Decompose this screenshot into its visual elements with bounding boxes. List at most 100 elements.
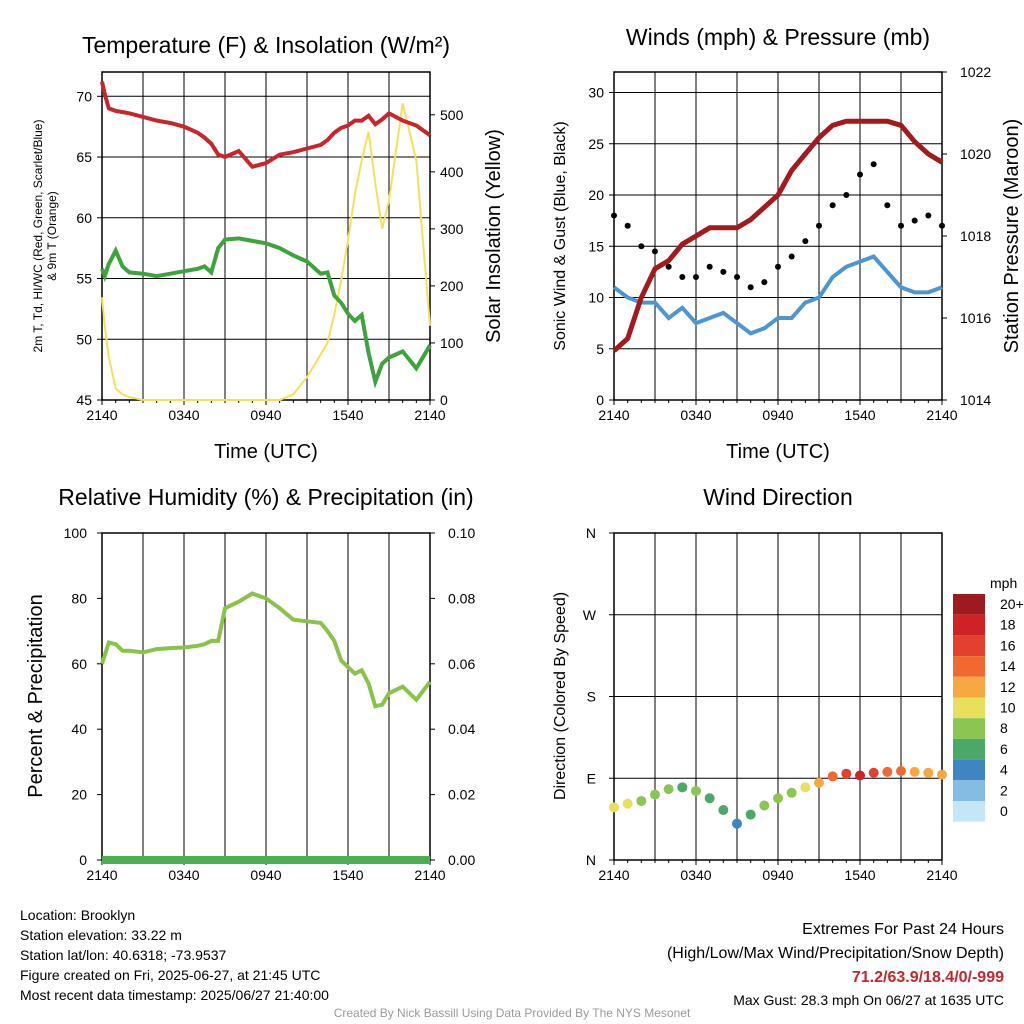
y-right-tick-label: 0.02 <box>448 787 475 803</box>
gust-point <box>884 202 891 209</box>
temperature-series <box>100 81 432 170</box>
y-tick-label: N <box>586 525 596 541</box>
y-axis-label: 2m T, Td, HI/WC (Red, Green, Scarlet/Blu… <box>31 120 45 353</box>
gust-point <box>747 284 754 291</box>
legend-label: 8 <box>1000 720 1008 736</box>
legend-swatch <box>953 635 985 657</box>
y-tick-label: 65 <box>76 149 92 165</box>
y-tick-label: 25 <box>588 136 604 152</box>
x-tick-label: 0340 <box>168 867 199 883</box>
insolation-series <box>101 103 431 401</box>
y-axis-label: Percent & Precipitation <box>25 594 47 797</box>
y-right-axis-label: Solar Insolation (Yellow) <box>483 129 505 343</box>
y-tick-label: 5 <box>596 341 604 357</box>
latlon-text: Station lat/lon: 40.6318; -73.9537 <box>20 947 227 963</box>
winds-panel: 2140 0340 0940 1540 214005101520253010141016… <box>552 24 1023 463</box>
gust-point <box>652 248 658 255</box>
direction-point <box>909 766 920 777</box>
legend-title: mph <box>990 575 1017 591</box>
legend-label: 14 <box>1000 658 1016 674</box>
station-info: Location: Brooklyn Station elevation: 33… <box>20 905 329 1005</box>
gust-point <box>939 222 945 229</box>
credit-text: Created By Nick Bassill Using Data Provi… <box>333 1006 691 1020</box>
x-tick-label: 0940 <box>250 867 281 883</box>
y-axis-label: & 9m T (Orange) <box>45 191 59 281</box>
latest-timestamp-text: Most recent data timestamp: 2025/06/27 2… <box>20 987 329 1003</box>
y-tick-label: 0 <box>596 392 604 408</box>
direction-point <box>937 769 947 780</box>
legend-swatch <box>953 656 985 677</box>
y-tick-label: 0 <box>79 852 87 868</box>
gust-point <box>720 268 727 275</box>
y-tick-label: E <box>587 770 596 786</box>
y-axis-label: Direction (Colored By Speed) <box>552 592 569 800</box>
y-tick-label: 10 <box>588 290 604 306</box>
x-tick-label: 1540 <box>332 407 363 423</box>
y-right-tick-label: 100 <box>440 335 464 351</box>
x-tick-label: 2140 <box>598 867 629 883</box>
y-axis-label: Sonic Wind & Gust (Blue, Black) <box>552 121 569 350</box>
x-tick-label: 0340 <box>168 407 199 423</box>
speed-legend: mph 20+ 18 16 14 12 10 8 6 4 2 0 <box>953 575 1024 822</box>
x-tick-label: 1540 <box>844 407 875 423</box>
direction-point <box>896 765 906 776</box>
extremes-panel: Extremes For Past 24 Hours (High/Low/Max… <box>667 918 1004 1010</box>
x-tick-label: 1540 <box>844 867 875 883</box>
humidity-series <box>100 591 432 709</box>
y-right-tick-label: 0.04 <box>448 721 475 737</box>
y-right-tick-label: 1016 <box>960 310 991 326</box>
direction-point <box>745 809 756 820</box>
y-tick-label: 20 <box>71 787 87 803</box>
direction-point <box>677 782 688 793</box>
y-right-tick-label: 1018 <box>960 228 991 244</box>
y-tick-label: 50 <box>76 331 92 347</box>
meteogram-charts: 2140 0340 0940 1540 214045505560657001002003… <box>25 24 1024 883</box>
direction-point <box>773 793 783 804</box>
gust-point <box>679 274 686 280</box>
gust-point <box>925 212 932 219</box>
chart-title: Wind Direction <box>703 484 853 510</box>
extremes-heading: Extremes For Past 24 Hours <box>802 921 1004 938</box>
max-gust-text: Max Gust: 28.3 mph On 06/27 at 1635 UTC <box>733 992 1004 1008</box>
legend-swatch <box>953 780 985 801</box>
gust-point <box>706 263 713 270</box>
chart-title: Temperature (F) & Insolation (W/m²) <box>82 32 450 58</box>
legend-swatch <box>953 718 985 739</box>
y-tick-label: 40 <box>71 721 87 737</box>
direction-point <box>855 770 865 781</box>
y-right-tick-label: 200 <box>440 278 464 294</box>
y-right-axis-label: Station Pressure (Maroon) <box>1001 119 1023 354</box>
gust-point <box>693 274 699 280</box>
pressure-series <box>612 118 944 353</box>
location-text: Location: Brooklyn <box>20 907 136 923</box>
y-tick-label: 45 <box>76 392 92 408</box>
y-tick-label: W <box>583 607 597 623</box>
y-tick-label: 20 <box>588 187 604 203</box>
direction-point <box>827 771 838 782</box>
gust-point <box>843 192 850 198</box>
y-right-tick-label: 0.10 <box>448 525 475 541</box>
direction-point <box>800 782 811 793</box>
y-right-tick-label: 0.06 <box>448 656 475 672</box>
y-tick-label: 30 <box>588 85 604 101</box>
legend-label: 12 <box>1000 679 1016 695</box>
legend-swatch <box>953 738 985 760</box>
gust-point <box>734 274 740 280</box>
y-right-tick-label: 0 <box>440 392 448 408</box>
y-right-tick-label: 300 <box>440 221 464 237</box>
temp-panel: 2140 0340 0940 1540 214045505560657001002003… <box>31 32 505 463</box>
legend-swatch <box>953 594 985 615</box>
gust-point <box>802 238 809 245</box>
gust-point <box>624 222 631 229</box>
gust-point <box>761 279 768 286</box>
direction-point <box>650 789 660 800</box>
x-tick-label: 0940 <box>762 867 793 883</box>
direction-point <box>882 766 893 777</box>
y-right-tick-label: 1014 <box>960 392 991 408</box>
direction-point <box>622 798 633 809</box>
direction-point <box>786 787 797 798</box>
x-tick-label: 2140 <box>86 407 117 423</box>
dewpoint-series <box>100 236 432 389</box>
y-tick-label: 15 <box>588 238 604 254</box>
